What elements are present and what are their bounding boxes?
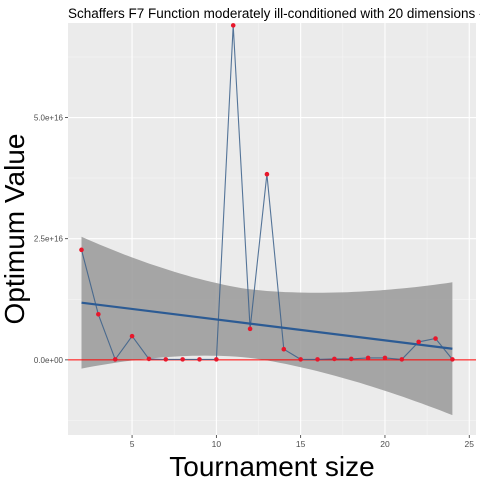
data-point: [416, 339, 421, 345]
y-tick-label: 2.5e+16: [34, 235, 64, 244]
data-point: [163, 357, 169, 362]
data-point: [450, 357, 455, 362]
chart-title: Schaffers F7 Function moderately ill-con…: [68, 6, 480, 21]
x-tick-label: 20: [380, 439, 390, 449]
x-tick-label: 25: [465, 439, 475, 449]
data-point: [247, 326, 253, 332]
x-tick-label: 5: [130, 439, 135, 449]
data-point: [298, 357, 303, 362]
y-axis-title: Optimum Value: [0, 134, 30, 325]
data-point: [315, 357, 320, 362]
data-point: [230, 23, 236, 28]
x-tick-label: 15: [296, 439, 306, 449]
data-point: [79, 247, 84, 253]
data-point: [96, 312, 101, 317]
trend-line: [81, 301, 453, 350]
y-axis: 0.0e+00 2.5e+16 5.0e+16: [34, 114, 68, 365]
x-tick-label: 10: [212, 439, 222, 449]
data-point: [433, 336, 438, 341]
data-point: [180, 357, 185, 362]
data-point: [214, 357, 219, 362]
data-point: [197, 357, 202, 362]
y-tick-label: 5.0e+16: [34, 114, 64, 123]
x-axis: 5 10 15 20 25: [130, 435, 475, 449]
data-point: [129, 333, 135, 339]
linear-fit-line: [81, 301, 453, 350]
data-point: [332, 356, 337, 362]
y-tick-label: 0.0e+00: [34, 356, 64, 365]
data-points: [79, 23, 455, 362]
data-point: [348, 356, 354, 362]
data-point: [382, 355, 388, 361]
data-point: [264, 171, 270, 177]
data-point: [146, 356, 152, 362]
data-point: [399, 357, 405, 362]
data-point: [365, 355, 371, 361]
x-axis-title: Tournament size: [169, 451, 374, 480]
data-point: [112, 357, 118, 362]
data-point: [281, 346, 287, 352]
